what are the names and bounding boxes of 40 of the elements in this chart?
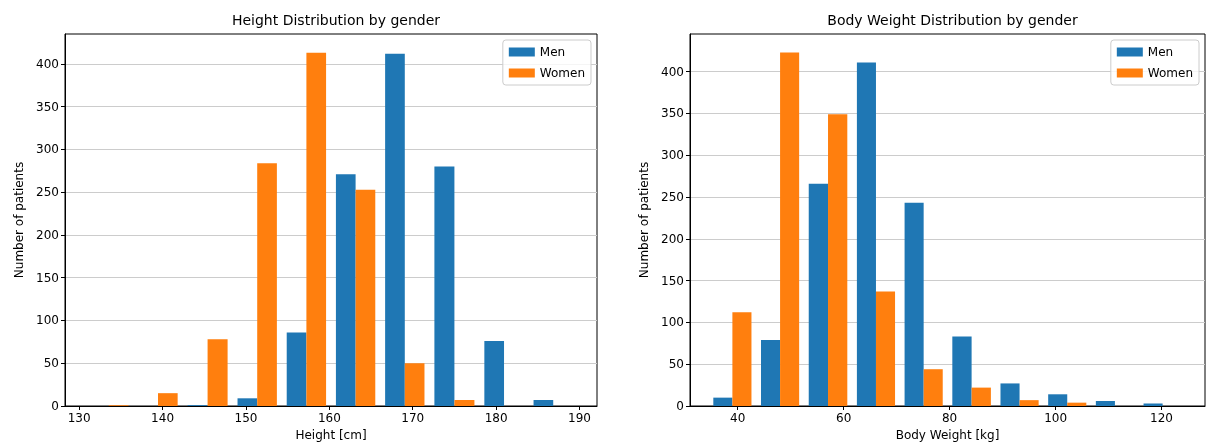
y-tick-label: 150 (661, 273, 684, 288)
y-tick-label: 300 (661, 148, 684, 163)
x-tick-label: 130 (67, 411, 91, 425)
y-tick-label: 300 (36, 142, 59, 157)
chart-title: Body Weight Distribution by gender (827, 12, 1078, 28)
legend-label: Men (1147, 45, 1174, 59)
legend-label: Men (539, 45, 566, 59)
legend-label: Women (1147, 66, 1194, 80)
x-tick-label: 170 (401, 411, 425, 425)
y-tick-label: 150 (36, 270, 59, 285)
x-tick-label: 60 (836, 411, 852, 425)
y-tick-label: 0 (51, 399, 59, 413)
y-tick-label: 250 (661, 190, 684, 205)
y-tick-label: 350 (661, 106, 684, 121)
y-tick-label: 350 (36, 99, 59, 114)
y-tick-label: 400 (36, 56, 59, 71)
x-tick-label: 120 (1150, 411, 1174, 425)
x-tick-label: 80 (941, 411, 958, 425)
y-tick-label: 50 (43, 356, 59, 371)
chart-title: Height Distribution by gender (231, 12, 441, 28)
x-axis-title: Height [cm] (295, 427, 367, 442)
y-axis-title: Number of patients (637, 161, 651, 279)
x-tick-label: 180 (484, 411, 508, 425)
x-tick-label: 140 (151, 411, 175, 425)
x-tick-label: 190 (568, 411, 591, 425)
y-tick-label: 100 (661, 315, 684, 330)
y-tick-label: 250 (36, 185, 59, 200)
x-tick-label: 150 (234, 411, 258, 425)
legend-label: Women (539, 66, 586, 80)
x-tick-label: 160 (317, 411, 341, 425)
y-tick-label: 100 (36, 313, 59, 328)
y-tick-label: 50 (668, 357, 684, 372)
y-tick-label: 200 (661, 231, 684, 246)
x-tick-label: 40 (730, 411, 746, 425)
y-tick-label: 200 (36, 227, 59, 242)
y-axis-title: Number of patients (12, 161, 26, 279)
y-tick-label: 400 (661, 64, 684, 79)
x-axis-title: Body Weight [kg] (895, 427, 1000, 442)
x-tick-label: 100 (1044, 411, 1068, 425)
y-tick-label: 0 (676, 399, 684, 413)
